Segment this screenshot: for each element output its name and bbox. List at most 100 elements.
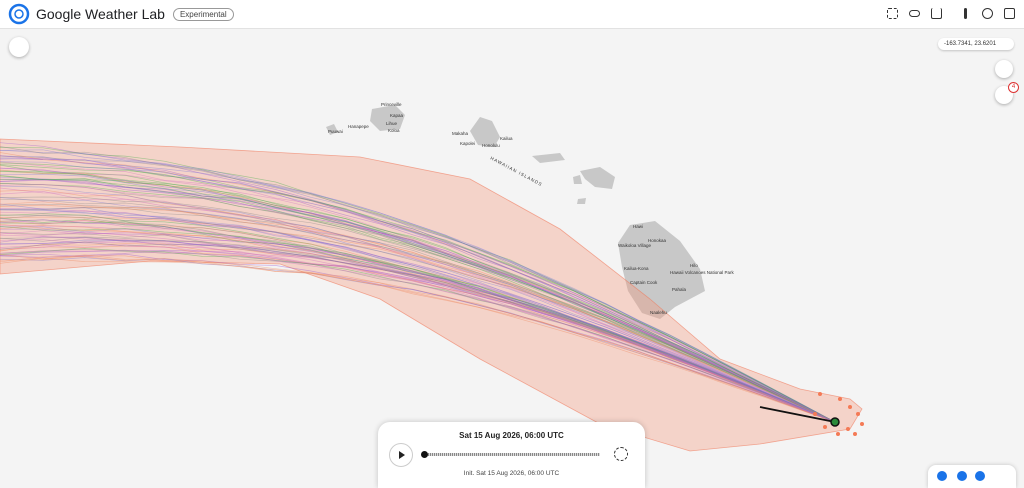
place-label: Waikoloa Village bbox=[618, 243, 652, 248]
search-layer-button[interactable] bbox=[995, 60, 1013, 78]
ensemble-track bbox=[0, 147, 836, 423]
ensemble-track bbox=[0, 245, 836, 423]
ensemble-track bbox=[0, 221, 836, 423]
control-3[interactable] bbox=[975, 471, 985, 481]
ensemble-track bbox=[0, 241, 836, 423]
ensemble-track bbox=[0, 155, 836, 423]
islands bbox=[326, 105, 705, 319]
ensemble-track bbox=[0, 214, 836, 423]
ensemble-track bbox=[0, 219, 836, 423]
control-1[interactable] bbox=[937, 471, 947, 481]
ensemble-track bbox=[0, 226, 836, 423]
ensemble-track bbox=[0, 231, 836, 423]
ensemble-track bbox=[0, 167, 836, 423]
timeline-slider[interactable] bbox=[424, 453, 600, 456]
ensemble-track bbox=[0, 164, 836, 423]
current-time: Sat 15 Aug 2026, 06:00 UTC bbox=[459, 431, 564, 440]
loop-button[interactable] bbox=[614, 447, 628, 461]
ensemble-track bbox=[0, 173, 836, 423]
place-label: Kailua-Kona bbox=[624, 266, 649, 271]
ensemble-track bbox=[0, 170, 836, 423]
ensemble-track bbox=[0, 207, 836, 423]
place-label: Lihue bbox=[386, 121, 398, 126]
timeline-panel: Sat 15 Aug 2026, 06:00 UTC Init. Sat 15 … bbox=[378, 422, 645, 488]
play-button[interactable] bbox=[389, 443, 413, 467]
place-label: Makaha bbox=[452, 131, 469, 136]
slider-thumb[interactable] bbox=[421, 451, 428, 458]
ensemble-track bbox=[0, 174, 836, 423]
place-label: Captain Cook bbox=[630, 280, 658, 285]
ensemble-track bbox=[0, 232, 836, 423]
ensemble-track bbox=[0, 209, 836, 423]
ensemble-track bbox=[0, 239, 836, 423]
ensemble-track bbox=[0, 197, 836, 423]
forecast-cone bbox=[0, 138, 863, 452]
ensemble-track bbox=[0, 179, 836, 423]
ensemble-track bbox=[0, 253, 836, 423]
ensemble-track bbox=[0, 217, 836, 423]
select-icon[interactable] bbox=[887, 8, 898, 19]
storm-position[interactable] bbox=[830, 417, 840, 427]
ensemble-track bbox=[0, 219, 836, 423]
place-label: Hanapepe bbox=[348, 124, 369, 129]
info-icon[interactable] bbox=[982, 8, 993, 19]
ensemble-track bbox=[0, 219, 836, 423]
ensemble-track bbox=[0, 239, 836, 423]
init-time[interactable]: Init. Sat 15 Aug 2026, 06:00 UTC bbox=[463, 470, 560, 477]
header: Google Weather Lab Experimental bbox=[0, 0, 1024, 29]
map[interactable]: Princeville Kapaa Lihue Koloa Hanapepe P… bbox=[0, 29, 1024, 488]
ensemble-track bbox=[0, 209, 836, 423]
ensemble-track bbox=[0, 162, 836, 423]
ensemble-track bbox=[0, 183, 836, 423]
more-icon[interactable] bbox=[964, 8, 967, 19]
ensemble-track bbox=[0, 223, 836, 423]
ensemble-track bbox=[0, 178, 836, 423]
download-icon[interactable] bbox=[931, 8, 942, 19]
place-label: Puuwai bbox=[328, 129, 343, 134]
filters-button[interactable] bbox=[9, 37, 29, 57]
ensemble-track bbox=[0, 203, 836, 423]
ensemble-tracks bbox=[0, 142, 836, 423]
place-label: Hilo bbox=[690, 263, 698, 268]
ensemble-track bbox=[0, 257, 836, 423]
ensemble-track bbox=[0, 257, 836, 423]
ensemble-points bbox=[813, 392, 864, 436]
ensemble-track bbox=[0, 224, 836, 423]
ensemble-track bbox=[0, 243, 836, 423]
ensemble-track bbox=[0, 196, 836, 423]
control-2[interactable] bbox=[957, 471, 967, 481]
ensemble-track bbox=[0, 170, 836, 423]
ensemble-track bbox=[0, 203, 836, 423]
place-label: Kapaa bbox=[390, 113, 404, 118]
app-title: Google Weather Lab bbox=[36, 6, 165, 22]
ensemble-track bbox=[0, 175, 836, 423]
feedback-icon[interactable] bbox=[1004, 8, 1015, 19]
place-label: Hawi bbox=[633, 224, 643, 229]
ensemble-track bbox=[0, 149, 836, 423]
ensemble-track bbox=[0, 249, 836, 423]
link-icon[interactable] bbox=[909, 10, 920, 17]
ensemble-track bbox=[0, 218, 836, 423]
ensemble-track bbox=[0, 184, 836, 423]
logo[interactable] bbox=[8, 3, 30, 25]
observed-track bbox=[759, 406, 836, 423]
ensemble-track bbox=[0, 191, 836, 423]
place-label: Princeville bbox=[381, 102, 402, 107]
ensemble-track bbox=[0, 250, 836, 423]
ensemble-track bbox=[0, 178, 836, 423]
ensemble-track bbox=[0, 216, 836, 423]
ensemble-track bbox=[0, 254, 836, 423]
place-label: Naalehu bbox=[650, 310, 667, 315]
ensemble-track bbox=[0, 167, 836, 423]
place-label: Kapolei bbox=[460, 141, 475, 146]
ensemble-track bbox=[0, 255, 836, 423]
ensemble-track bbox=[0, 214, 836, 423]
ensemble-track bbox=[0, 204, 836, 423]
ensemble-track bbox=[0, 198, 836, 423]
ensemble-track bbox=[0, 236, 836, 423]
layer-count-badge: 4 bbox=[1008, 82, 1019, 93]
ensemble-track bbox=[0, 208, 836, 423]
ensemble-track bbox=[0, 239, 836, 423]
ensemble-track bbox=[0, 179, 836, 423]
